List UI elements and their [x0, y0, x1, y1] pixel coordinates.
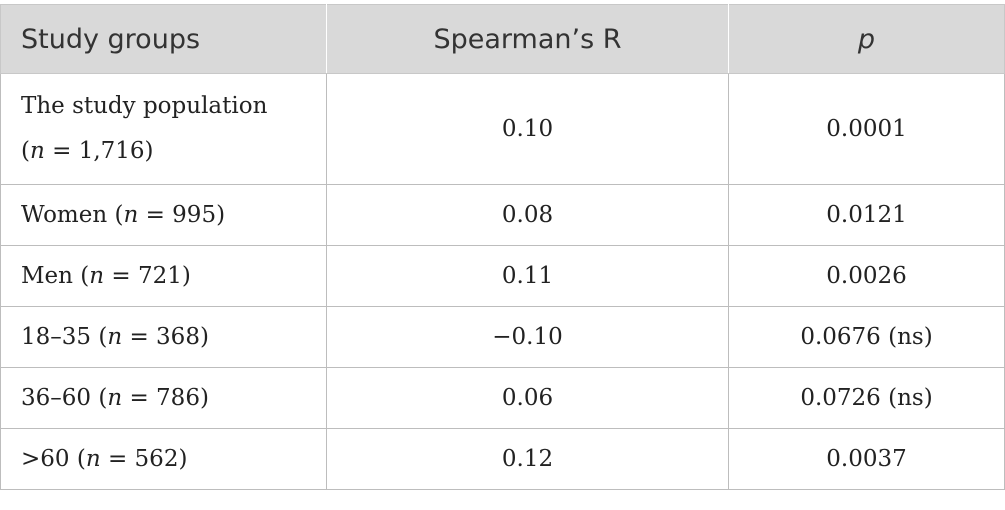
row-spearman-r: −0.10 [326, 306, 729, 368]
header-row: Study groups Spearman’s R p [0, 4, 1005, 74]
row-label-n: n [85, 445, 101, 472]
row-label-count: = 1,716) [44, 138, 154, 164]
row-label-n: n [89, 262, 105, 289]
row-label-n: n [107, 323, 123, 350]
row-p-value: 0.0026 [728, 245, 1005, 307]
table-row: Men (n = 721) 0.11 0.0026 [0, 245, 1005, 307]
row-p-value: 0.0676 (ns) [728, 306, 1005, 368]
header-study-groups: Study groups [0, 4, 327, 74]
table-row: 36–60 (n = 786) 0.06 0.0726 (ns) [0, 367, 1005, 429]
table-body: The study population (n = 1,716) 0.10 0.… [0, 73, 1005, 490]
row-label-count: = 995) [138, 201, 226, 228]
row-spearman-r: 0.08 [326, 184, 729, 246]
row-spearman-r: 0.10 [326, 73, 729, 185]
row-label: Women (n = 995) [0, 184, 327, 246]
row-spearman-r: 0.12 [326, 428, 729, 490]
row-label-line1: The study population [21, 93, 268, 119]
header-p-value: p [728, 4, 1005, 74]
row-p-value: 0.0726 (ns) [728, 367, 1005, 429]
row-p-value: 0.0121 [728, 184, 1005, 246]
header-p-label: p [857, 23, 876, 55]
row-label-pre: >60 ( [21, 445, 86, 472]
row-label-count: = 368) [122, 323, 209, 350]
row-spearman-r: 0.06 [326, 367, 729, 429]
row-spearman-r: 0.11 [326, 245, 729, 307]
table-row: >60 (n = 562) 0.12 0.0037 [0, 428, 1005, 490]
correlation-table: Study groups Spearman’s R p The study po… [0, 4, 1005, 490]
table-header: Study groups Spearman’s R p [0, 4, 1005, 74]
row-label-count: = 721) [104, 262, 191, 289]
row-label-n: n [107, 384, 123, 411]
row-label: The study population (n = 1,716) [0, 73, 327, 185]
row-label-n: n [123, 201, 139, 228]
row-label-pre: 18–35 ( [21, 323, 108, 350]
row-label-open: ( [21, 138, 30, 164]
row-label-count: = 786) [122, 384, 209, 411]
row-label-pre: 36–60 ( [21, 384, 108, 411]
row-label: 36–60 (n = 786) [0, 367, 327, 429]
header-spearmans-r: Spearman’s R [326, 4, 729, 74]
row-label-pre: Men ( [21, 262, 90, 289]
row-p-value: 0.0001 [728, 73, 1005, 185]
row-p-value: 0.0037 [728, 428, 1005, 490]
row-label: >60 (n = 562) [0, 428, 327, 490]
row-label: Men (n = 721) [0, 245, 327, 307]
table-row: The study population (n = 1,716) 0.10 0.… [0, 73, 1005, 185]
table-row: Women (n = 995) 0.08 0.0121 [0, 184, 1005, 246]
table-row: 18–35 (n = 368) −0.10 0.0676 (ns) [0, 306, 1005, 368]
row-label-pre: Women ( [21, 201, 124, 228]
row-label-count: = 562) [100, 445, 188, 472]
row-label: 18–35 (n = 368) [0, 306, 327, 368]
row-label-n: n [29, 138, 45, 164]
